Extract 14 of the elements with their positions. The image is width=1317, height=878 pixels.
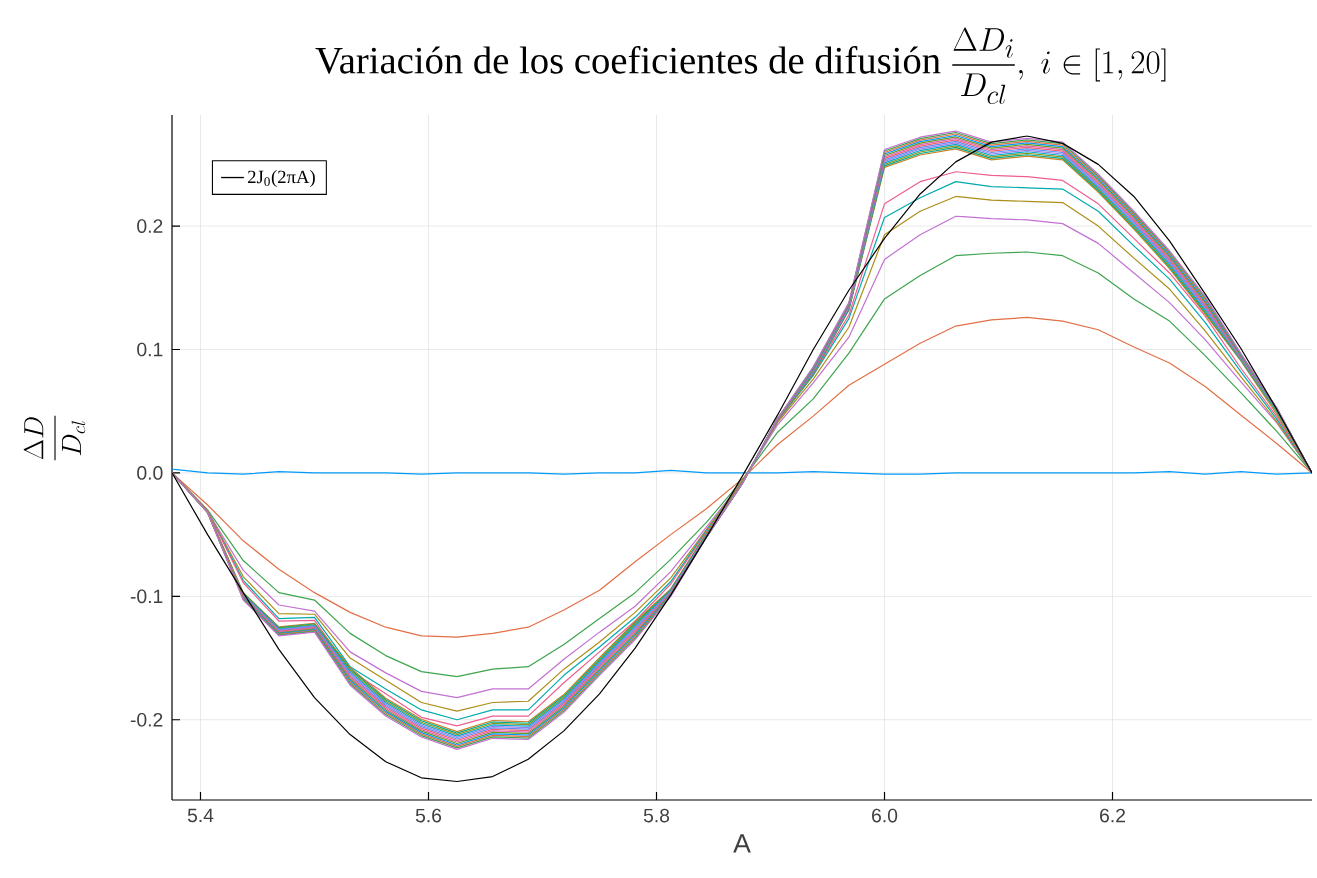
y-tick-label: 0.2 (137, 219, 163, 233)
x-tick-label: 6.0 (872, 808, 898, 823)
x-tick-label: 5.6 (415, 808, 442, 823)
x-tick-label: 5.8 (643, 808, 670, 823)
y-axis-title: $\frac{\Delta D}{D_{cl}}$ (23, 415, 86, 461)
x-axis-title: A (733, 834, 751, 853)
y-tick-label: 0.0 (137, 466, 163, 480)
y-tick-label: -0.1 (130, 589, 163, 604)
y-tick-label: -0.2 (130, 712, 163, 727)
chart-title: $\text{Variación de los coeficientes de difusión }\frac{\Delta D_i}{D_{cl}},\ i\in[1,20]$ (315, 27, 1166, 105)
legend-label: 2J$_{0}$(2πA) (248, 170, 315, 187)
x-tick-label: 6.2 (1100, 808, 1125, 823)
x-tick-label: 5.4 (187, 808, 214, 823)
y-tick-label: 0.1 (137, 342, 163, 357)
